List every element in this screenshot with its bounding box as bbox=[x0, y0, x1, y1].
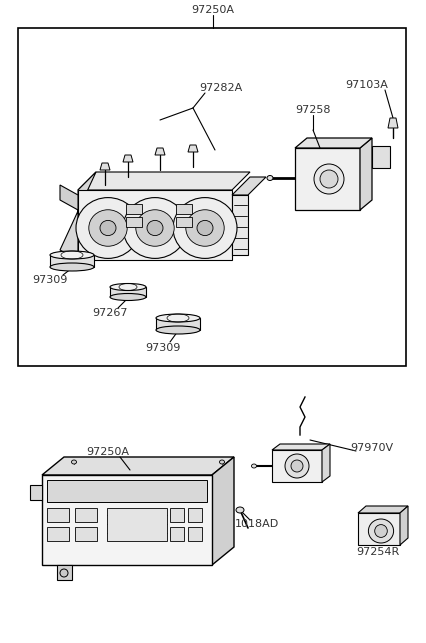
Bar bbox=[188, 527, 202, 541]
Polygon shape bbox=[78, 172, 250, 190]
Polygon shape bbox=[322, 444, 330, 482]
Text: 97250A: 97250A bbox=[192, 5, 234, 15]
Text: 97267: 97267 bbox=[92, 308, 128, 318]
Polygon shape bbox=[60, 172, 96, 260]
Bar bbox=[75, 508, 97, 522]
Polygon shape bbox=[57, 565, 72, 580]
Polygon shape bbox=[156, 318, 200, 330]
Ellipse shape bbox=[186, 210, 224, 246]
Ellipse shape bbox=[72, 460, 77, 464]
Polygon shape bbox=[358, 506, 408, 513]
Text: 1018AD: 1018AD bbox=[235, 519, 279, 529]
Polygon shape bbox=[360, 138, 372, 210]
Bar bbox=[47, 480, 207, 502]
Bar bbox=[126, 217, 142, 227]
Ellipse shape bbox=[110, 293, 146, 300]
Ellipse shape bbox=[50, 263, 94, 271]
Polygon shape bbox=[272, 450, 322, 482]
Ellipse shape bbox=[236, 507, 244, 513]
Polygon shape bbox=[123, 155, 133, 162]
Bar bbox=[170, 508, 184, 522]
Polygon shape bbox=[272, 444, 330, 450]
Ellipse shape bbox=[110, 284, 146, 291]
Ellipse shape bbox=[123, 197, 187, 258]
Polygon shape bbox=[155, 148, 165, 155]
Ellipse shape bbox=[100, 221, 116, 235]
Polygon shape bbox=[42, 475, 212, 565]
Text: 97309: 97309 bbox=[145, 343, 181, 353]
Ellipse shape bbox=[76, 197, 140, 258]
Bar bbox=[188, 508, 202, 522]
Ellipse shape bbox=[50, 251, 94, 259]
Polygon shape bbox=[212, 457, 234, 565]
Text: 97309: 97309 bbox=[32, 275, 68, 285]
Text: 97282A: 97282A bbox=[199, 83, 243, 93]
Bar bbox=[126, 204, 142, 214]
Ellipse shape bbox=[173, 197, 237, 258]
Ellipse shape bbox=[219, 460, 225, 464]
Ellipse shape bbox=[136, 210, 174, 246]
Ellipse shape bbox=[285, 454, 309, 478]
Text: 97258: 97258 bbox=[295, 105, 331, 115]
Bar bbox=[176, 217, 192, 227]
Polygon shape bbox=[30, 485, 42, 500]
Polygon shape bbox=[388, 118, 398, 128]
Polygon shape bbox=[100, 163, 110, 170]
Ellipse shape bbox=[375, 525, 387, 538]
Text: 97250A: 97250A bbox=[86, 447, 130, 457]
Ellipse shape bbox=[156, 314, 200, 322]
Polygon shape bbox=[295, 138, 372, 148]
Text: 97970V: 97970V bbox=[351, 443, 394, 453]
Polygon shape bbox=[110, 287, 146, 297]
Bar bbox=[18, 28, 406, 366]
Ellipse shape bbox=[291, 460, 303, 472]
Bar bbox=[47, 508, 69, 522]
Bar bbox=[176, 204, 192, 214]
Polygon shape bbox=[188, 145, 198, 152]
Ellipse shape bbox=[60, 569, 68, 577]
Ellipse shape bbox=[147, 221, 163, 235]
Ellipse shape bbox=[267, 176, 273, 181]
Polygon shape bbox=[358, 513, 400, 545]
Ellipse shape bbox=[320, 170, 338, 188]
Bar bbox=[75, 527, 97, 541]
Ellipse shape bbox=[314, 164, 344, 194]
Ellipse shape bbox=[156, 326, 200, 334]
Bar bbox=[47, 527, 69, 541]
Polygon shape bbox=[400, 506, 408, 545]
Ellipse shape bbox=[368, 519, 394, 543]
Polygon shape bbox=[232, 195, 248, 255]
Polygon shape bbox=[372, 146, 390, 168]
Polygon shape bbox=[78, 190, 232, 260]
Polygon shape bbox=[60, 185, 78, 210]
Bar bbox=[107, 508, 167, 541]
Ellipse shape bbox=[251, 464, 256, 468]
Polygon shape bbox=[232, 177, 266, 195]
Text: 97254R: 97254R bbox=[357, 547, 400, 557]
Bar bbox=[170, 527, 184, 541]
Polygon shape bbox=[42, 457, 234, 475]
Ellipse shape bbox=[197, 221, 213, 235]
Text: 97103A: 97103A bbox=[345, 80, 388, 90]
Polygon shape bbox=[295, 148, 360, 210]
Polygon shape bbox=[50, 255, 94, 267]
Ellipse shape bbox=[89, 210, 127, 246]
